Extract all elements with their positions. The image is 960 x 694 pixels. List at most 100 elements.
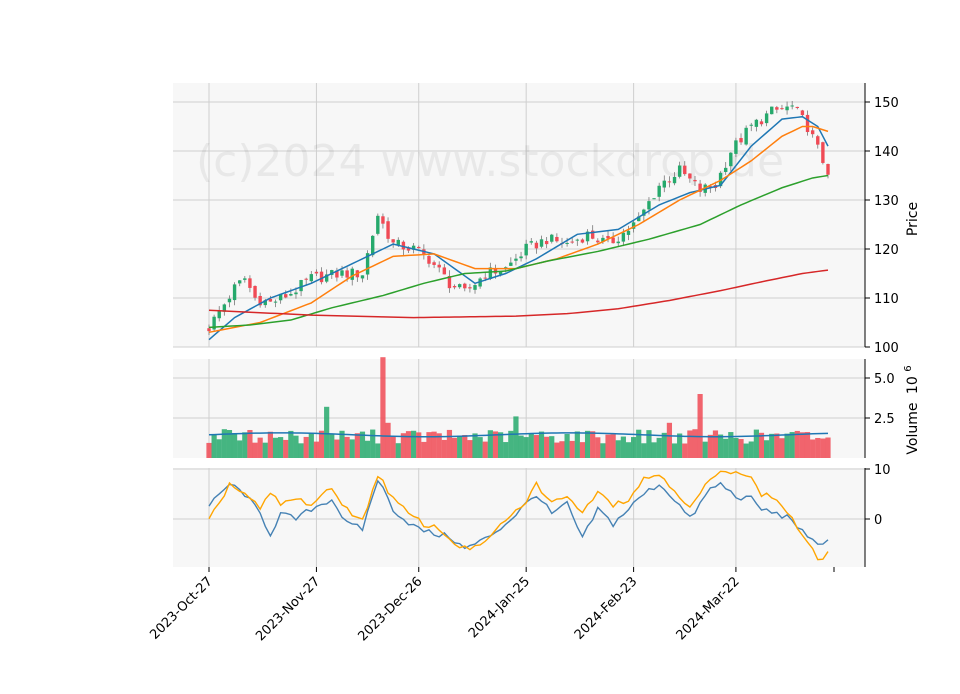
candle-body <box>396 239 400 245</box>
volume-bar <box>656 437 662 458</box>
volume-bar <box>318 430 325 458</box>
candle-body <box>258 295 262 306</box>
volume-bar <box>221 429 227 458</box>
volume-bar <box>385 422 391 458</box>
candle-body <box>268 298 273 302</box>
volume-bar <box>446 429 453 458</box>
oscillator-lines <box>208 470 829 561</box>
volume-bar <box>815 437 821 458</box>
candle-body <box>360 275 365 279</box>
volume-bar <box>416 432 422 458</box>
volume-bar <box>370 429 376 458</box>
y-tick-label: 2.5 <box>874 412 895 427</box>
candle-body <box>212 316 216 330</box>
watermark: (c)2024 www.stockdrop.de <box>196 136 784 187</box>
candle-body <box>498 271 503 275</box>
oscillator-panel <box>173 468 865 567</box>
candle-body <box>785 106 789 111</box>
oscillator-line-b <box>208 470 829 561</box>
candle-body <box>248 278 252 288</box>
candle-body <box>452 285 457 288</box>
candle-body <box>647 201 651 210</box>
volume-bar <box>651 442 657 458</box>
candle-body <box>764 113 769 124</box>
candle-body <box>237 280 242 284</box>
candle-body <box>565 242 569 244</box>
volume-bar <box>497 432 504 458</box>
candle-body <box>683 165 687 175</box>
candle-body <box>606 236 610 239</box>
volume-bar <box>364 440 371 458</box>
candle-body <box>616 241 620 244</box>
volume-bar <box>349 439 355 458</box>
volume-bar <box>283 439 289 458</box>
candle-body <box>289 294 293 296</box>
candle-body <box>463 283 467 289</box>
volume-bar <box>278 437 284 458</box>
y-tick-label: 130 <box>874 194 899 209</box>
x-tick-label: 2023-Dec-26 <box>355 574 425 644</box>
volume-bar <box>728 432 734 458</box>
volume-bar <box>211 434 217 458</box>
candle-body <box>340 270 344 276</box>
candle-body <box>514 258 518 261</box>
price-axis-label: Price <box>905 202 921 236</box>
volume-bar <box>574 431 580 458</box>
price-panel <box>173 83 865 347</box>
candle-body <box>473 285 477 290</box>
volume-bar <box>789 432 795 458</box>
volume-bars <box>206 357 831 458</box>
volume-bar <box>743 443 749 458</box>
volume-bar <box>513 416 519 458</box>
volume-bar <box>344 436 350 458</box>
volume-bar <box>554 442 560 458</box>
volume-bar <box>405 431 412 458</box>
volume-bar <box>625 442 632 458</box>
candle-body <box>371 235 375 256</box>
volume-bar <box>646 430 652 458</box>
candle-body <box>401 241 406 250</box>
candle-body <box>483 277 487 279</box>
candle-body <box>217 310 221 319</box>
volume-bar <box>334 439 340 458</box>
volume-bar <box>620 436 626 458</box>
volume-bar <box>779 438 785 458</box>
volume-bar <box>723 438 729 458</box>
candle-body <box>468 287 472 289</box>
candle-body <box>744 127 748 145</box>
volume-bar <box>707 434 713 458</box>
candle-body <box>826 163 830 175</box>
candle-body <box>253 285 257 298</box>
ma-slow-line <box>208 174 829 329</box>
candle-body <box>417 246 421 249</box>
volume-unit-exponent: 6 <box>903 365 914 371</box>
volume-bar <box>702 441 708 458</box>
volume-bar <box>533 435 540 458</box>
volume-bar <box>682 443 688 458</box>
volume-bar <box>692 429 698 458</box>
candle-body <box>273 301 278 303</box>
volume-bar <box>641 443 647 458</box>
volume-bar <box>303 436 309 458</box>
candle-body <box>509 262 513 266</box>
volume-bar <box>380 357 386 458</box>
volume-bar <box>697 394 703 458</box>
volume-bar <box>457 435 463 458</box>
volume-bar <box>395 443 401 458</box>
volume-bar <box>820 438 826 458</box>
candle-body <box>780 108 784 110</box>
volume-bar <box>518 435 524 458</box>
volume-bar <box>375 443 381 458</box>
volume-bar <box>267 431 273 458</box>
volume-bar <box>237 440 243 458</box>
candle-body <box>284 294 288 298</box>
volume-bar <box>400 433 406 458</box>
volume-bar <box>569 440 575 458</box>
candle-body <box>539 239 544 247</box>
y-tick-label: 110 <box>874 292 899 307</box>
volume-bar <box>451 437 458 458</box>
volume-bar <box>605 434 611 458</box>
candle-body <box>790 105 794 107</box>
candle-body <box>432 262 436 265</box>
volume-bar <box>590 431 596 458</box>
